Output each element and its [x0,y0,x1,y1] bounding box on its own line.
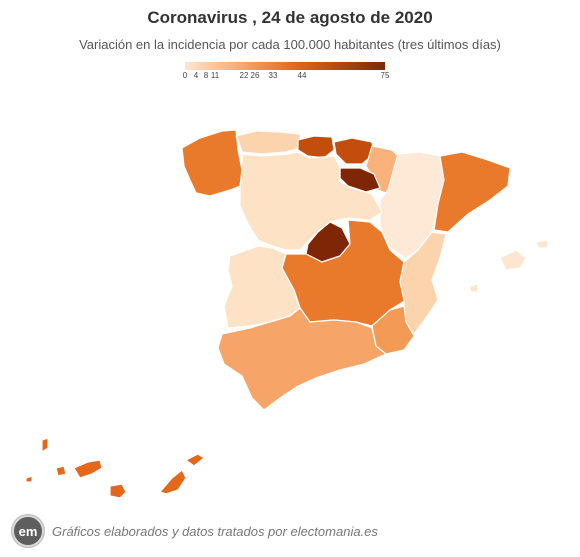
region-la-rioja[interactable] [339,167,381,193]
legend-gradient-bar [185,62,385,70]
region-castilla-y-leon[interactable] [239,151,383,251]
region-galicia[interactable] [181,129,243,197]
region-baleares[interactable] [469,283,479,293]
footer-credit: Gráficos elaborados y datos tratados por… [52,523,378,539]
region-canarias[interactable] [41,437,49,453]
electomania-logo: em [12,515,44,547]
region-canarias[interactable] [109,483,127,499]
region-canarias[interactable] [73,459,103,479]
region-cantabria[interactable] [297,135,335,159]
map-subtitle: Variación en la incidencia por cada 100.… [79,37,501,52]
region-canarias[interactable] [185,453,205,467]
region-asturias[interactable] [235,130,301,155]
region-baleares[interactable] [535,239,549,249]
legend-tick: 8 [203,71,209,80]
legend-tick: 0 [182,71,188,80]
color-legend: 0 4 8 11 22 26 33 44 75 [182,62,389,84]
region-cataluna[interactable] [433,151,511,233]
legend-tick: 44 [297,71,307,80]
region-andalucia[interactable] [217,307,387,411]
region-canarias[interactable] [25,475,33,483]
legend-tick: 4 [193,71,199,80]
region-baleares[interactable] [499,249,527,271]
legend-tick: 26 [250,71,260,80]
region-canarias[interactable] [159,469,187,495]
map-title: Coronavirus , 24 de agosto de 2020 [147,8,433,27]
footer: em Gráficos elaborados y datos tratados … [12,515,378,547]
legend-tick: 11 [210,71,220,80]
region-canarias[interactable] [55,465,67,477]
region-comunidad-valenciana[interactable] [399,231,447,335]
legend-tick: 75 [380,71,390,80]
legend-tick: 33 [268,71,278,80]
legend-tick: 22 [239,71,249,80]
